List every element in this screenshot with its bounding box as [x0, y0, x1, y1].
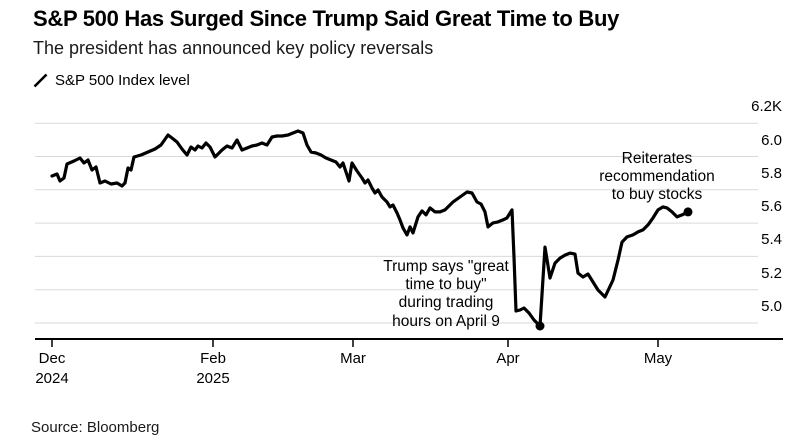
x-axis-label: Dec — [38, 350, 66, 367]
x-axis-label: May — [643, 350, 673, 367]
x-axis-label: Apr — [496, 350, 520, 367]
annotation-text: Trump says "great time to buy" during trad… — [383, 258, 509, 331]
x-axis-year-label: 2024 — [35, 370, 69, 387]
annotation-text: Reiterates recommendation to buy stocks — [599, 150, 714, 205]
annotation-marker-dot — [535, 321, 545, 331]
y-axis-label: 5.2 — [761, 264, 782, 282]
annotation-marker-dot — [683, 207, 693, 217]
line-slash-icon — [33, 73, 48, 88]
annotation-line: hours on April 9 — [392, 312, 500, 330]
legend-label: S&P 500 Index level — [55, 72, 190, 89]
x-axis-year-label: 2025 — [196, 370, 230, 387]
y-axis-label: 5.8 — [761, 164, 782, 182]
y-axis-label: 6.0 — [761, 131, 782, 149]
annotation-line: recommendation — [599, 168, 715, 186]
chart-title: S&P 500 Has Surged Since Trump Said Grea… — [33, 6, 620, 31]
legend: S&P 500 Index level — [33, 72, 190, 89]
annotation-line: during trading — [398, 294, 494, 312]
y-axis-label: 5.0 — [761, 298, 782, 315]
annotation-line: Trump says "great — [383, 258, 509, 275]
x-axis-label: Feb — [200, 350, 226, 367]
sp500-line-series — [50, 129, 690, 328]
y-axis-label: 6.2K — [751, 98, 782, 116]
x-axis-label: Mar — [340, 350, 366, 367]
annotation-line: time to buy" — [405, 276, 487, 294]
y-axis-label: 5.6 — [761, 198, 782, 216]
source-credit: Source: Bloomberg — [31, 419, 160, 436]
chart-subtitle: The president has announced key policy r… — [33, 38, 434, 58]
annotation-line: to buy stocks — [611, 186, 703, 204]
annotation-line: Reiterates — [621, 150, 693, 167]
y-axis-label: 5.4 — [761, 231, 782, 249]
